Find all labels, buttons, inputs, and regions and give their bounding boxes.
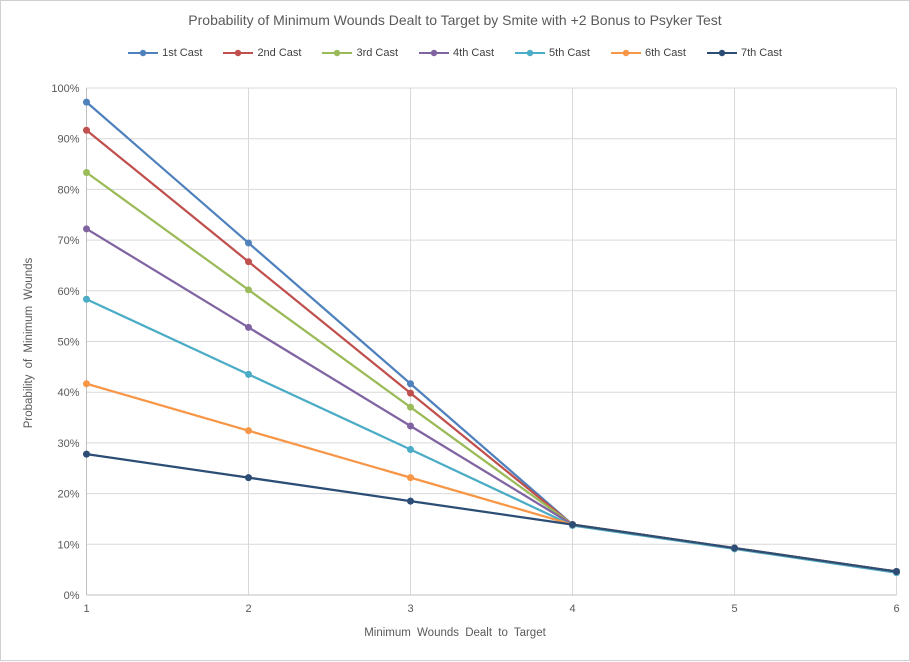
data-point-marker bbox=[407, 474, 414, 482]
x-axis-title: Minimum Wounds Dealt to Target bbox=[364, 627, 546, 639]
y-tick-label: 70% bbox=[57, 235, 79, 247]
legend-label: 2nd Cast bbox=[257, 47, 302, 59]
data-point-marker bbox=[83, 380, 90, 388]
y-tick-label: 80% bbox=[57, 184, 79, 196]
data-point-marker bbox=[407, 403, 414, 411]
legend-item-2nd-cast: 2nd Cast bbox=[223, 47, 301, 59]
y-tick-label: 30% bbox=[57, 438, 79, 450]
legend-label: 7th Cast bbox=[740, 47, 782, 59]
legend-line-marker-icon bbox=[515, 49, 546, 57]
legend-label: 6th Cast bbox=[644, 47, 686, 59]
x-tick-label: 2 bbox=[245, 603, 251, 615]
data-point-marker bbox=[245, 286, 252, 294]
legend-label: 4th Cast bbox=[453, 47, 495, 59]
y-tick-label: 100% bbox=[51, 83, 79, 95]
x-tick-label: 5 bbox=[731, 603, 737, 615]
data-point-marker bbox=[83, 126, 90, 134]
y-tick-label: 0% bbox=[64, 590, 80, 602]
data-point-marker bbox=[245, 258, 252, 266]
legend-line-marker-icon bbox=[419, 49, 450, 57]
data-point-marker bbox=[407, 389, 414, 397]
legend-line-marker-icon bbox=[322, 49, 353, 57]
data-point-marker bbox=[245, 370, 252, 378]
data-point-marker bbox=[245, 427, 252, 435]
series-line-3rd-cast bbox=[85, 171, 897, 573]
chart-title: Probability of Minimum Wounds Dealt to T… bbox=[188, 12, 722, 28]
legend-label: 1st Cast bbox=[162, 47, 203, 59]
series-line-5th-cast bbox=[86, 298, 897, 574]
y-tick-label: 20% bbox=[57, 489, 79, 501]
legend-item-7th-cast: 7th Cast bbox=[706, 47, 782, 59]
x-tick-label: 1 bbox=[83, 603, 89, 615]
data-point-marker bbox=[245, 474, 252, 482]
legend-item-6th-cast: 6th Cast bbox=[610, 47, 686, 59]
legend-item-4th-cast: 4th Cast bbox=[419, 47, 494, 59]
legend-label: 5th Cast bbox=[549, 47, 590, 59]
x-tick-label: 4 bbox=[569, 603, 575, 615]
data-point-marker bbox=[407, 380, 414, 388]
series-line-6th-cast bbox=[86, 382, 897, 573]
y-axis-title: Probability of Minimum Wounds bbox=[23, 257, 35, 429]
series-line-7th-cast bbox=[86, 453, 897, 573]
data-point-marker bbox=[83, 295, 90, 303]
legend-label: 3rd Cast bbox=[356, 47, 399, 59]
legend-item-1st-cast: 1st Cast bbox=[128, 47, 202, 59]
y-tick-label: 90% bbox=[57, 134, 79, 146]
data-point-marker bbox=[731, 544, 738, 552]
x-tick-label: 6 bbox=[893, 603, 899, 615]
data-point-marker bbox=[83, 225, 90, 233]
x-tick-label: 3 bbox=[407, 603, 413, 615]
data-point-marker bbox=[245, 323, 252, 331]
data-point-marker bbox=[893, 568, 900, 576]
y-tick-label: 50% bbox=[57, 337, 79, 349]
data-point-marker bbox=[83, 169, 90, 177]
legend: 1st Cast 2nd Cast 3rd Cast 4th Cast 5th Cast… bbox=[1, 47, 909, 59]
legend-line-marker-icon bbox=[706, 49, 737, 57]
data-point-marker bbox=[245, 239, 252, 247]
legend-item-5th-cast: 5th Cast bbox=[515, 47, 590, 59]
legend-line-marker-icon bbox=[223, 49, 254, 57]
data-point-marker bbox=[407, 445, 414, 453]
series-line-4th-cast bbox=[85, 227, 897, 573]
data-point-marker bbox=[407, 422, 414, 430]
y-tick-label: 10% bbox=[57, 539, 79, 551]
y-tick-label: 60% bbox=[57, 286, 79, 298]
data-point-marker bbox=[83, 450, 90, 458]
series-line-2nd-cast bbox=[85, 129, 897, 573]
data-point-marker bbox=[83, 98, 90, 106]
data-point-marker bbox=[407, 497, 414, 505]
data-point-marker bbox=[569, 521, 576, 529]
y-tick-label: 40% bbox=[57, 387, 79, 399]
legend-item-3rd-cast: 3rd Cast bbox=[322, 47, 398, 59]
legend-line-marker-icon bbox=[610, 49, 641, 57]
legend-line-marker-icon bbox=[128, 49, 159, 57]
